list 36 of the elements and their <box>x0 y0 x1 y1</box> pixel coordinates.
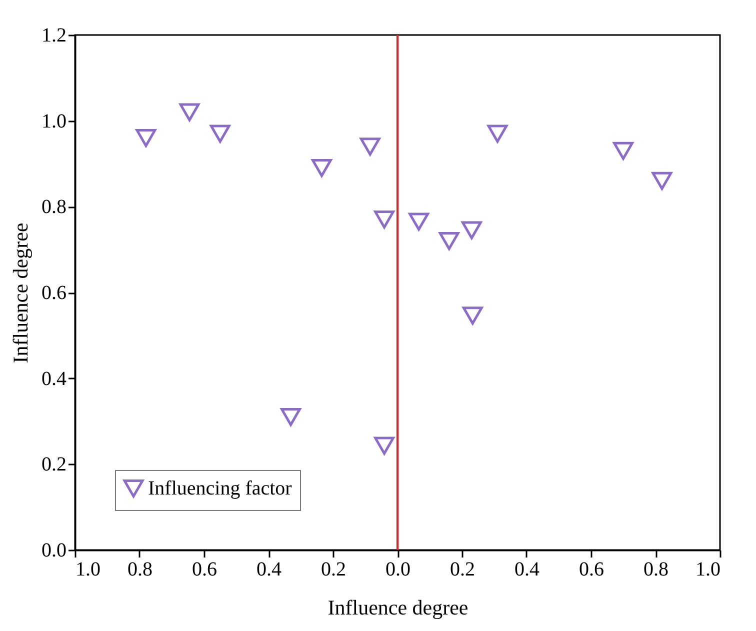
x-axis-title: Influence degree <box>328 596 468 620</box>
x-tick-label: 0.6 <box>192 558 217 580</box>
y-tick-label: 0.2 <box>42 454 66 476</box>
x-tick-label: 0.8 <box>644 558 668 580</box>
y-tick-label: 0.0 <box>42 540 66 562</box>
point <box>438 232 460 250</box>
point <box>487 124 508 143</box>
point <box>374 210 394 229</box>
x-tick-label: 0.2 <box>450 558 475 580</box>
x-tick-label: 1.0 <box>696 558 720 580</box>
point <box>360 138 380 156</box>
point <box>613 142 634 160</box>
point <box>374 436 394 455</box>
point <box>280 408 301 426</box>
x-tick-label: 0.0 <box>386 558 410 580</box>
y-tick-label: 0.4 <box>42 368 66 390</box>
x-tick-label: 0.8 <box>128 558 152 580</box>
x-tick-label: 0.2 <box>321 558 346 580</box>
legend-label: Influencing factor <box>148 478 292 500</box>
point <box>210 124 230 143</box>
y-axis-title: Influence degree <box>8 222 32 364</box>
point <box>652 172 672 190</box>
y-tick-label: 0.6 <box>42 282 66 304</box>
x-tick-label: 0.4 <box>514 558 540 580</box>
point <box>462 306 483 325</box>
x-tick-label: 1.0 <box>76 558 100 580</box>
point <box>408 212 429 231</box>
y-tick-label: 1.2 <box>42 24 66 46</box>
y-tick-label: 0.8 <box>42 196 66 218</box>
x-tick-label: 0.6 <box>579 558 604 580</box>
point <box>312 159 332 178</box>
y-tick-label: 1.0 <box>42 110 66 132</box>
point <box>179 103 200 122</box>
point <box>461 221 482 240</box>
point <box>136 129 156 147</box>
x-tick-label: 0.4 <box>256 558 282 580</box>
